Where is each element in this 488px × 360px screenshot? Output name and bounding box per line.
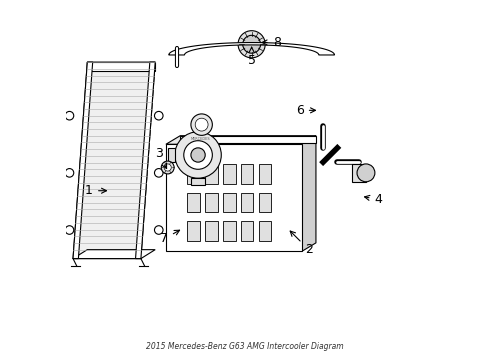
Circle shape <box>164 164 171 171</box>
Text: 7: 7 <box>160 230 179 246</box>
Polygon shape <box>205 193 217 212</box>
Polygon shape <box>223 164 235 184</box>
Circle shape <box>183 141 212 169</box>
Text: 2: 2 <box>289 231 312 256</box>
Circle shape <box>175 132 221 178</box>
Polygon shape <box>135 62 155 258</box>
Circle shape <box>154 111 163 120</box>
Polygon shape <box>167 148 175 162</box>
Polygon shape <box>205 221 217 241</box>
Text: 4: 4 <box>364 193 382 206</box>
Circle shape <box>190 114 212 135</box>
Text: 5: 5 <box>247 47 255 67</box>
Polygon shape <box>187 193 200 212</box>
Polygon shape <box>258 164 271 184</box>
Circle shape <box>154 168 163 177</box>
Polygon shape <box>241 193 253 212</box>
Polygon shape <box>73 62 93 258</box>
Circle shape <box>65 226 74 234</box>
Polygon shape <box>301 136 315 251</box>
Polygon shape <box>190 178 205 185</box>
Text: 6: 6 <box>295 104 315 117</box>
Circle shape <box>65 168 74 177</box>
Circle shape <box>154 226 163 234</box>
Polygon shape <box>241 221 253 241</box>
Polygon shape <box>165 144 301 251</box>
Circle shape <box>242 35 260 53</box>
Polygon shape <box>180 136 315 143</box>
Text: 3: 3 <box>155 147 166 168</box>
Text: MERCEDES: MERCEDES <box>190 137 210 141</box>
Polygon shape <box>168 42 334 55</box>
Text: 8: 8 <box>262 36 280 49</box>
Circle shape <box>161 161 174 174</box>
Polygon shape <box>165 136 315 144</box>
Text: 2015 Mercedes-Benz G63 AMG Intercooler Diagram: 2015 Mercedes-Benz G63 AMG Intercooler D… <box>145 342 343 351</box>
Polygon shape <box>87 62 155 71</box>
Polygon shape <box>258 193 271 212</box>
Polygon shape <box>205 164 217 184</box>
Circle shape <box>195 118 207 131</box>
Circle shape <box>65 111 74 120</box>
Circle shape <box>356 164 374 182</box>
Circle shape <box>190 148 205 162</box>
Circle shape <box>238 31 264 58</box>
Polygon shape <box>187 164 200 184</box>
Polygon shape <box>241 164 253 184</box>
Polygon shape <box>73 249 155 258</box>
Polygon shape <box>258 221 271 241</box>
Polygon shape <box>73 62 155 258</box>
Polygon shape <box>223 221 235 241</box>
Text: 1: 1 <box>85 184 106 197</box>
Polygon shape <box>351 164 365 182</box>
Polygon shape <box>187 221 200 241</box>
Polygon shape <box>223 193 235 212</box>
